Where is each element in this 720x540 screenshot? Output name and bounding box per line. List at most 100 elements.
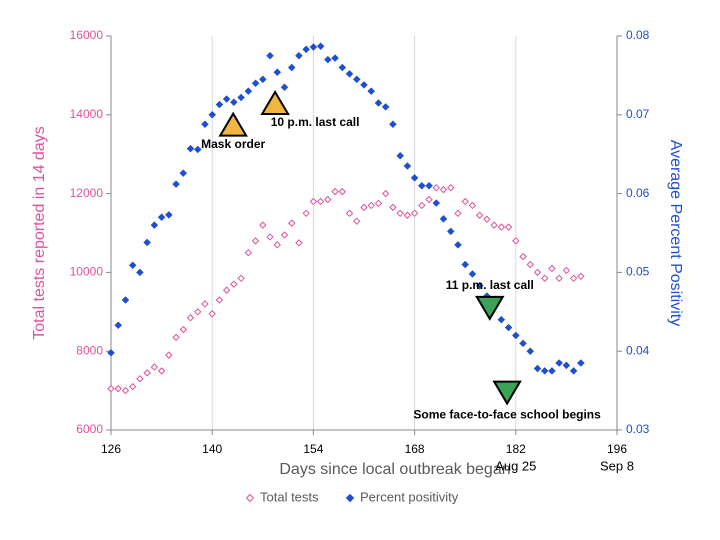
- point: [193, 145, 202, 154]
- point: [338, 187, 347, 196]
- point: [222, 95, 231, 103]
- point: [353, 217, 361, 225]
- point: [273, 241, 281, 249]
- x-tick-label: 168: [405, 442, 425, 456]
- point: [490, 221, 498, 229]
- y2-tick-label: 0.03: [626, 422, 650, 436]
- point: [569, 367, 578, 375]
- point: [497, 223, 506, 231]
- annotation-label: 10 p.m. last call: [271, 115, 360, 129]
- x-tick-label: 182: [506, 442, 526, 456]
- point: [179, 169, 188, 177]
- point: [389, 120, 397, 129]
- point: [504, 323, 513, 332]
- point: [555, 359, 564, 367]
- annotation-marker: [260, 90, 290, 115]
- point: [345, 209, 354, 218]
- point: [374, 199, 383, 208]
- point: [258, 75, 267, 84]
- point: [374, 99, 383, 107]
- annotation-label: 11 p.m. last call: [446, 278, 534, 292]
- point: [287, 63, 296, 72]
- point: [562, 361, 571, 370]
- y-tick-label: 10000: [70, 265, 104, 279]
- point: [512, 237, 520, 245]
- point: [389, 203, 397, 212]
- point: [186, 314, 195, 322]
- point: [439, 214, 448, 223]
- x-tick-label: 196: [607, 442, 627, 456]
- date-label: Sep 8: [600, 458, 634, 473]
- y-axis-title: Total tests reported in 14 days: [31, 126, 48, 339]
- point: [143, 238, 151, 247]
- point: [302, 45, 311, 54]
- x-tick-label: 126: [101, 442, 121, 456]
- point: [569, 274, 578, 283]
- point: [107, 348, 115, 357]
- point: [446, 227, 455, 236]
- point: [526, 347, 535, 356]
- point: [468, 270, 477, 278]
- point: [136, 375, 144, 383]
- point: [519, 252, 527, 261]
- point: [215, 296, 224, 304]
- point: [194, 308, 202, 316]
- point: [497, 315, 506, 324]
- point: [150, 221, 159, 229]
- y-tick-label: 14000: [70, 107, 104, 121]
- x-tick-label: 154: [303, 442, 323, 456]
- point: [360, 81, 368, 89]
- point: [295, 239, 303, 247]
- point: [259, 221, 267, 229]
- point: [432, 199, 441, 207]
- point: [475, 211, 484, 219]
- y2-tick-label: 0.04: [626, 343, 650, 357]
- point: [468, 201, 477, 210]
- point: [230, 98, 238, 107]
- point: [541, 274, 549, 283]
- point: [454, 209, 462, 218]
- point: [324, 55, 332, 64]
- point: [251, 237, 260, 245]
- point: [316, 42, 325, 51]
- point: [454, 240, 462, 249]
- point: [222, 286, 231, 294]
- point: [432, 183, 440, 192]
- point: [165, 351, 173, 359]
- annotation-label: Mask order: [201, 137, 265, 151]
- point: [114, 321, 123, 330]
- legend-label: Percent positivity: [360, 489, 459, 504]
- point: [186, 144, 195, 153]
- y2-tick-label: 0.08: [626, 28, 650, 42]
- point: [251, 79, 260, 88]
- annotation-marker: [492, 380, 522, 406]
- date-label: Aug 25: [495, 458, 536, 473]
- point: [295, 51, 303, 60]
- point: [403, 162, 412, 170]
- point: [461, 197, 469, 206]
- annotation-marker: [218, 111, 248, 137]
- point: [215, 100, 224, 109]
- y2-tick-label: 0.07: [626, 107, 650, 121]
- point: [128, 261, 137, 270]
- point: [309, 197, 318, 206]
- point: [230, 280, 238, 288]
- point: [172, 180, 180, 188]
- y2-tick-label: 0.05: [626, 265, 650, 279]
- point: [381, 189, 390, 198]
- point: [331, 187, 339, 196]
- point: [164, 211, 173, 219]
- point: [107, 384, 115, 393]
- point: [179, 325, 187, 334]
- point: [136, 268, 144, 277]
- point: [425, 195, 433, 204]
- point: [201, 120, 209, 129]
- point: [143, 369, 151, 377]
- point: [114, 384, 122, 393]
- point: [150, 363, 159, 371]
- point: [540, 367, 549, 375]
- point: [504, 223, 513, 231]
- point: [475, 281, 484, 290]
- point: [548, 264, 556, 273]
- point: [447, 183, 455, 192]
